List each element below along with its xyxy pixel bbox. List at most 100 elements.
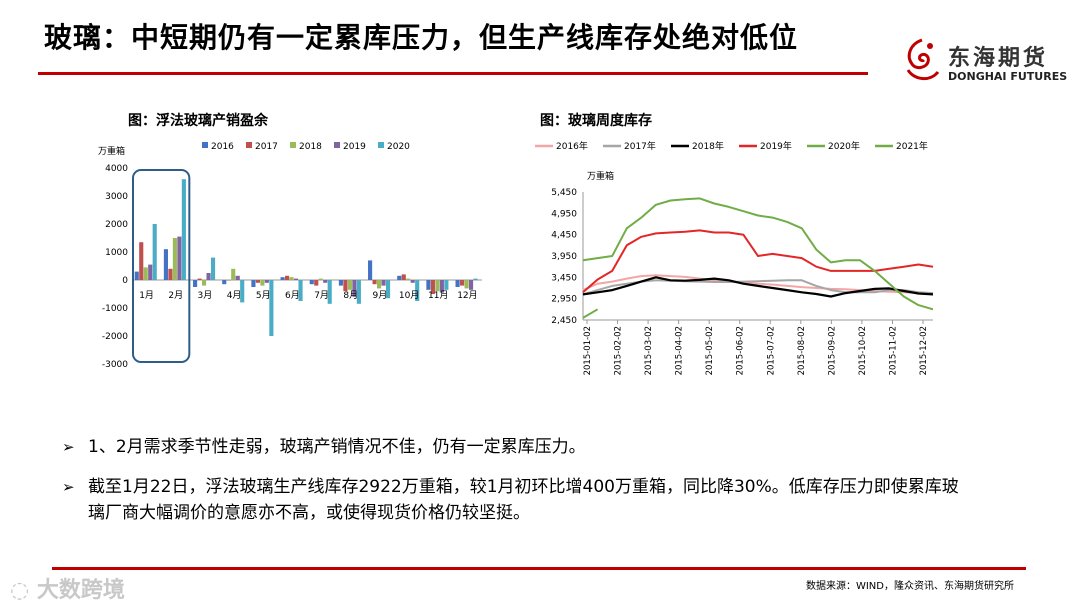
bar [309,280,314,285]
line-chart-title: 图：玻璃周度库存 [540,113,652,129]
x-tick-label: 2015-10-02 [858,326,868,375]
y-tick-label: 3000 [105,192,128,202]
bar [356,280,361,304]
bar [285,275,290,280]
legend-label: 2019年 [760,140,792,152]
bar [134,271,139,280]
bar [240,280,245,303]
bar [314,280,319,286]
bar [289,277,294,280]
x-tick-label: 2015-01-02 [583,326,593,375]
bar [172,238,177,280]
bar [255,280,260,283]
legend-label: 2018 [299,142,322,152]
bar [181,179,186,280]
title-divider [38,72,868,75]
legend-label: 2016 [211,142,234,152]
bar-unit-label: 万重箱 [98,145,125,157]
logo-name-cn: 东海期货 [948,46,1049,71]
x-tick-label: 2015-04-02 [675,326,685,375]
x-tick-label: 2015-05-02 [705,326,715,375]
legend-label: 2016年 [556,140,588,152]
bar [352,280,357,297]
y-tick-label: 2,450 [551,316,577,326]
legend-swatch [378,142,384,148]
bar [385,280,391,299]
watermark-text: 大数跨境 [36,578,125,603]
y-tick-label: 5,450 [551,188,577,198]
bar [455,280,460,287]
legend-label: 2017年 [624,140,656,152]
bar [430,280,435,294]
y-tick-label: 4000 [105,164,128,174]
y-tick-label: -2000 [102,332,128,342]
y-tick-label: 2,950 [551,295,577,305]
y-tick-label: 4,950 [551,209,577,219]
watermark: ◌ 大数跨境 [10,572,125,604]
bar-chart: 万重箱 2016 2017 2018 2019 2020 4000 3000 2000 1000 0… [98,142,482,370]
bar [197,278,202,280]
bar [415,280,420,301]
x-tick-label: 2015-02-02 [614,326,624,375]
bar [338,280,343,286]
x-tick-label: 3月 [198,290,213,301]
bar [210,257,216,280]
bar [406,278,411,280]
bar [139,242,144,280]
bar [473,278,478,280]
bar [280,277,285,280]
series-line [582,197,934,311]
x-tick-label: 2015-11-02 [888,326,898,375]
y-tick-label: 0 [122,276,128,286]
legend-label: 2021年 [896,140,928,152]
company-logo: 东海期货 DONGHAI FUTURES [900,36,1067,92]
x-tick-label: 7月 [314,290,329,301]
bar [293,278,299,280]
y-tick-label: 2000 [105,220,128,230]
series-line [582,276,934,298]
y-tick-label: 3,450 [551,273,577,283]
bullet-text: 截至1月22日，浮法玻璃生产线库存2922万重箱，较1月初环比增400万重箱，同… [88,477,959,523]
bar [343,280,348,292]
watermark-logo-icon: ◌ [10,578,30,603]
bar [460,280,465,286]
bar [148,264,153,280]
legend-swatch [290,142,296,148]
bar [439,280,444,293]
legend-swatch [334,142,340,148]
bar-chart-title: 图：浮法玻璃产销盈余 [128,113,268,129]
legend-swatch [202,142,208,148]
legend-label: 2018年 [692,140,724,152]
y-tick-label: 1000 [105,248,128,258]
bar [464,280,469,289]
bar [264,280,269,283]
bar [152,224,157,280]
y-tick-label: -1000 [102,304,128,314]
x-tick-label: 4月 [227,290,242,301]
x-tick-label: 6月 [285,290,300,301]
bar [143,267,148,280]
x-tick-label: 2015-09-02 [827,326,837,375]
bar [468,280,474,290]
bar [372,280,377,285]
bullet-item: ➢ 截至1月22日，浮法玻璃生产线库存2922万重箱，较1月初环比增400万重箱… [62,474,962,526]
bullet-text: 1、2月需求季节性走弱，玻璃产销情况不佳，仍有一定累库压力。 [88,437,586,457]
footer-divider [52,567,1026,570]
bar [347,280,352,290]
line-unit-label: 万重箱 [587,170,614,182]
x-tick-label: 2月 [168,290,183,301]
legend-label: 2019 [343,142,366,152]
x-tick-label: 9月 [373,290,388,301]
x-tick-label: 10月 [399,290,419,301]
bar [298,280,303,301]
data-source: 数据来源：WIND，隆众资讯、东海期货研究所 [805,581,1014,592]
bar [231,268,236,280]
x-tick-label: 2015-03-02 [644,326,654,375]
bar [397,275,402,280]
highlight-box [132,169,191,363]
bar [177,236,182,280]
bar [269,280,274,336]
y-tick-label: 4,450 [551,231,577,241]
x-tick-label: 11月 [428,290,448,301]
